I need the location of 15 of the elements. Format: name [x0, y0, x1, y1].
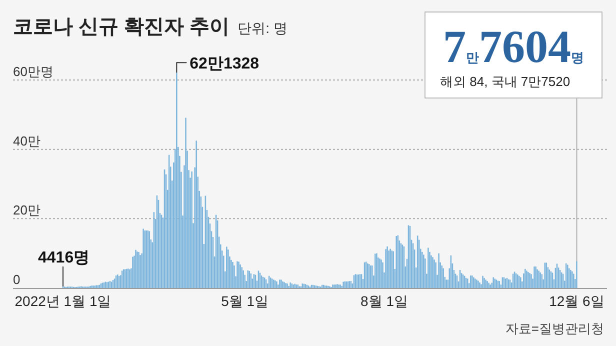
- annotation: 62만1328: [190, 56, 260, 73]
- y-tick-label: 0: [13, 272, 20, 287]
- chart-title: 코로나 신규 확진자 추이: [13, 16, 230, 38]
- chart-subtitle: 단위: 명: [238, 20, 288, 36]
- y-tick-label: 60만명: [13, 64, 54, 79]
- annotation: 4416명: [38, 249, 90, 266]
- y-tick-label: 20만: [13, 202, 40, 218]
- y-tick-label: 40만: [13, 133, 40, 148]
- x-tick-label: 12월 6일: [549, 293, 604, 309]
- text: 자료=질병관리청: [505, 321, 604, 336]
- x-tick-label: 5월 1일: [221, 293, 269, 309]
- annotation: 7만7604명: [443, 21, 584, 72]
- x-tick-label: 8월 1일: [360, 293, 408, 309]
- annotation: 해외 84, 국내 7만7520: [440, 74, 570, 89]
- x-tick-label: 2022년 1월 1일: [14, 293, 112, 309]
